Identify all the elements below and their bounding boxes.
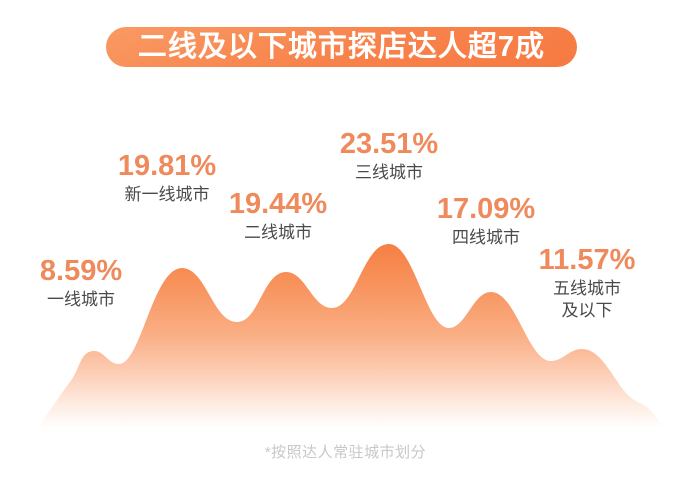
tier5-city-line1: 五线城市 (552, 279, 621, 299)
data-point-new-tier1: 19.81% 新一线城市 (118, 151, 216, 206)
footnote: *按照达人常驻城市划分 (264, 444, 427, 461)
data-point-tier2: 19.44% 二线城市 (229, 189, 327, 244)
tier3-city-line1: 三线城市 (354, 163, 423, 183)
title-badge: 二线及以下城市探店达人超7成 (106, 27, 577, 67)
tier4-city-label: 四线城市 (437, 227, 535, 249)
distribution-area-shape (16, 244, 676, 486)
tier5-city-line2: 及以下 (561, 301, 613, 321)
data-point-tier1: 8.59% 一线城市 (40, 256, 122, 311)
tier1-city-label: 一线城市 (40, 289, 122, 311)
tier1-city-line1: 一线城市 (46, 290, 115, 310)
data-point-tier4: 17.09% 四线城市 (437, 194, 535, 249)
new-tier1-city-label: 新一线城市 (118, 184, 216, 206)
tier3-city-label: 三线城市 (340, 162, 438, 184)
tier2-city-label: 二线城市 (229, 222, 327, 244)
tier3-percent: 23.51% (339, 128, 439, 160)
tier2-city-line1: 二线城市 (243, 223, 312, 243)
tier4-city-line1: 四线城市 (451, 228, 520, 248)
new-tier1-percent: 19.81% (117, 150, 217, 182)
data-point-tier3: 23.51% 三线城市 (340, 129, 438, 184)
tier2-percent: 19.44% (228, 188, 328, 220)
tier5-percent: 11.57% (538, 244, 636, 276)
tier5-city-label: 五线城市 及以下 (539, 278, 636, 322)
new-tier1-city-line1: 新一线城市 (124, 185, 210, 205)
data-point-tier5: 11.57% 五线城市 及以下 (539, 245, 636, 322)
tier1-percent: 8.59% (39, 255, 123, 287)
tier4-percent: 17.09% (436, 193, 536, 225)
